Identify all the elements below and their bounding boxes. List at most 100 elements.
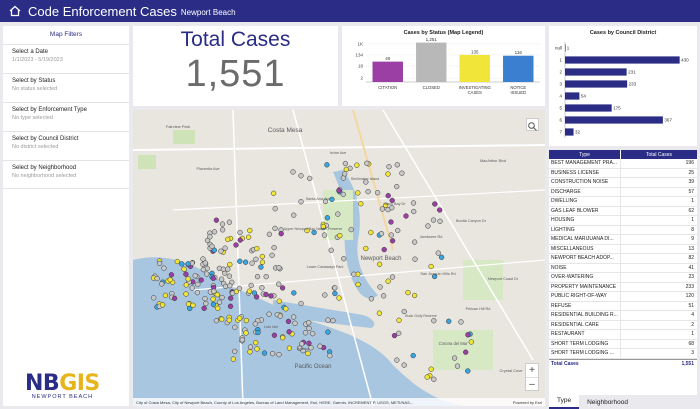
case-marker[interactable] — [382, 202, 389, 208]
case-marker[interactable] — [389, 197, 395, 204]
case-marker[interactable] — [237, 237, 243, 243]
case-marker[interactable] — [431, 376, 437, 382]
case-marker[interactable] — [219, 316, 225, 322]
case-marker[interactable] — [368, 229, 374, 236]
case-marker[interactable] — [248, 282, 254, 289]
case-marker[interactable] — [468, 339, 474, 345]
case-marker[interactable] — [214, 292, 220, 298]
case-marker[interactable] — [246, 288, 253, 294]
case-marker[interactable] — [385, 278, 391, 284]
case-marker[interactable] — [286, 345, 293, 351]
case-marker[interactable] — [207, 234, 213, 240]
case-marker[interactable] — [458, 319, 464, 325]
case-marker[interactable] — [424, 374, 430, 380]
case-marker[interactable] — [270, 190, 277, 196]
case-marker[interactable] — [396, 317, 402, 323]
case-marker[interactable] — [249, 260, 255, 266]
case-marker[interactable] — [435, 250, 441, 256]
table-row[interactable]: MEDICAL MARIJUANA DI... 9 — [549, 235, 697, 245]
case-marker[interactable] — [446, 318, 452, 324]
case-marker[interactable] — [432, 201, 438, 207]
case-marker[interactable] — [162, 292, 169, 299]
case-marker[interactable] — [232, 324, 238, 330]
district-bar[interactable] — [565, 116, 663, 124]
case-marker[interactable] — [296, 345, 303, 351]
table-row[interactable]: DWELLING 1 — [549, 197, 697, 207]
case-marker[interactable] — [341, 256, 347, 262]
case-marker[interactable] — [194, 289, 201, 296]
case-marker[interactable] — [195, 281, 201, 288]
case-marker[interactable] — [213, 217, 220, 223]
case-marker[interactable] — [269, 252, 275, 258]
case-marker[interactable] — [388, 232, 394, 238]
case-marker[interactable] — [255, 329, 261, 336]
case-marker[interactable] — [236, 315, 243, 321]
case-marker[interactable] — [218, 276, 225, 282]
case-marker[interactable] — [280, 335, 286, 341]
case-marker[interactable] — [225, 236, 231, 243]
case-marker[interactable] — [358, 201, 364, 207]
case-marker[interactable] — [219, 221, 226, 227]
district-bar[interactable] — [565, 128, 574, 136]
case-marker[interactable] — [430, 217, 437, 223]
case-marker[interactable] — [431, 273, 438, 280]
case-marker[interactable] — [247, 344, 254, 350]
status-bar[interactable] — [459, 54, 490, 82]
case-marker[interactable] — [403, 213, 409, 219]
table-row[interactable]: REFUSE 51 — [549, 301, 697, 311]
table-row[interactable]: DISCHARGE 57 — [549, 187, 697, 197]
case-marker[interactable] — [465, 368, 471, 374]
case-marker[interactable] — [222, 245, 228, 251]
case-marker[interactable] — [168, 272, 175, 278]
case-marker[interactable] — [410, 200, 417, 206]
case-marker[interactable] — [210, 296, 216, 302]
case-marker[interactable] — [227, 261, 233, 268]
case-marker[interactable] — [233, 242, 239, 248]
case-marker[interactable] — [355, 190, 361, 196]
case-marker[interactable] — [151, 295, 157, 301]
case-marker[interactable] — [159, 281, 165, 287]
table-row[interactable]: RESIDENTIAL CARE 2 — [549, 320, 697, 330]
district-bar[interactable] — [565, 80, 628, 88]
case-marker[interactable] — [230, 356, 237, 362]
case-marker[interactable] — [247, 227, 253, 234]
case-marker[interactable] — [306, 340, 312, 346]
case-marker[interactable] — [243, 317, 250, 324]
case-marker[interactable] — [263, 273, 269, 280]
powered-by-esri[interactable]: Powered by Esri — [512, 400, 542, 405]
case-marker[interactable] — [156, 260, 163, 267]
case-marker[interactable] — [286, 329, 292, 335]
table-row[interactable]: SHORT TERM LODGING ... 3 — [549, 349, 697, 359]
case-marker[interactable] — [292, 320, 298, 326]
case-marker[interactable] — [277, 313, 283, 319]
column-header-type[interactable]: Type — [549, 150, 621, 159]
case-marker[interactable] — [463, 349, 469, 355]
case-marker[interactable] — [243, 330, 249, 336]
case-marker[interactable] — [298, 199, 304, 205]
case-marker[interactable] — [324, 215, 331, 221]
column-header-total[interactable]: Total Cases — [645, 151, 673, 158]
case-marker[interactable] — [167, 277, 173, 283]
case-marker[interactable] — [185, 261, 191, 267]
case-marker[interactable] — [410, 352, 416, 359]
case-marker[interactable] — [438, 254, 445, 260]
table-row[interactable]: NOISE 41 — [549, 263, 697, 273]
case-marker[interactable] — [332, 290, 338, 297]
case-marker[interactable] — [259, 253, 265, 260]
case-marker[interactable] — [411, 292, 418, 299]
case-marker[interactable] — [306, 325, 312, 332]
case-marker[interactable] — [389, 238, 396, 244]
case-marker[interactable] — [394, 183, 400, 190]
case-marker[interactable] — [253, 256, 259, 262]
case-marker[interactable] — [179, 261, 185, 267]
table-row[interactable]: LIGHTING 8 — [549, 225, 697, 235]
case-marker[interactable] — [226, 273, 233, 279]
case-marker[interactable] — [399, 170, 405, 176]
case-marker[interactable] — [253, 294, 260, 300]
case-marker[interactable] — [211, 229, 218, 235]
case-marker[interactable] — [311, 229, 317, 236]
council-district-filter[interactable]: Select by Council District No district s… — [3, 131, 129, 160]
case-marker[interactable] — [254, 245, 260, 252]
case-marker[interactable] — [283, 306, 289, 312]
status-bar[interactable] — [416, 42, 447, 82]
